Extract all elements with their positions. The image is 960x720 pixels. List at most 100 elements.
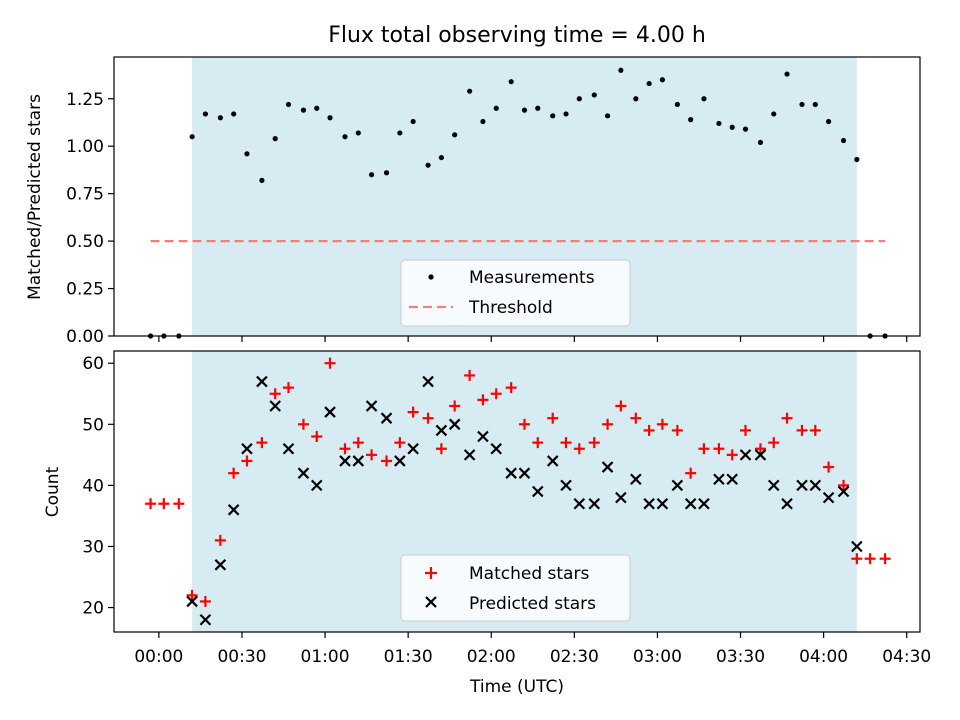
predicted-star-point bbox=[297, 467, 310, 479]
top-panel: 0.00 0.25 0.50 0.75 1.00 1.25 Matched/Predict… bbox=[25, 56, 921, 347]
matched-star-point bbox=[352, 437, 364, 449]
predicted-star-point bbox=[339, 455, 351, 467]
y-tick-label: 60 bbox=[82, 354, 104, 374]
predicted-star-point bbox=[671, 479, 684, 492]
x-tick-label: 01:00 bbox=[301, 647, 350, 667]
measurement-point bbox=[563, 111, 569, 117]
measurement-point bbox=[272, 136, 278, 142]
predicted-star-point bbox=[754, 449, 767, 461]
top-y-ticks: 0.00 0.25 0.50 0.75 1.00 1.25 bbox=[66, 90, 114, 347]
matched-star-point bbox=[643, 424, 655, 436]
y-tick-label: 0.50 bbox=[66, 232, 104, 252]
predicted-star-point bbox=[713, 473, 725, 486]
predicted-star-point bbox=[477, 430, 489, 443]
matched-star-point bbox=[879, 553, 891, 565]
predicted-star-point bbox=[310, 479, 323, 492]
measurement-point bbox=[550, 113, 556, 119]
measurement-point bbox=[604, 113, 611, 119]
matched-star-point bbox=[241, 455, 253, 467]
legend-predicted-marker bbox=[425, 596, 437, 608]
top-legend: Measurements Threshold bbox=[400, 259, 631, 327]
legend-predicted-label: Predicted stars bbox=[469, 594, 596, 614]
bottom-y-axis-label: Count bbox=[43, 466, 63, 517]
measurement-point bbox=[812, 101, 818, 108]
matched-star-point bbox=[269, 388, 281, 400]
predicted-star-point bbox=[560, 479, 572, 492]
legend-threshold-label: Threshold bbox=[468, 298, 553, 318]
predicted-star-point bbox=[781, 497, 793, 510]
x-tick-label: 00:30 bbox=[217, 647, 266, 667]
matched-star-point bbox=[754, 443, 766, 455]
matched-star-point bbox=[311, 431, 323, 443]
matched-star-point bbox=[422, 412, 434, 424]
x-tick-label: 00:00 bbox=[134, 647, 183, 667]
x-tick-label: 01:30 bbox=[384, 647, 433, 667]
matched-star-point bbox=[324, 357, 336, 369]
top-axes-frame bbox=[113, 56, 921, 337]
measurement-point bbox=[327, 115, 333, 121]
matched-star-point bbox=[615, 400, 627, 412]
measurement-point bbox=[480, 118, 486, 125]
matched-star-point bbox=[282, 382, 294, 394]
predicted-star-point bbox=[394, 455, 406, 467]
predicted-star-point bbox=[448, 418, 461, 431]
measurement-point bbox=[355, 130, 361, 136]
matched-star-point bbox=[505, 382, 517, 394]
x-tick-label: 03:30 bbox=[716, 647, 765, 667]
measurement-point bbox=[452, 132, 458, 138]
predicted-star-point bbox=[630, 473, 642, 486]
matched-star-point bbox=[713, 443, 725, 455]
predicted-star-point bbox=[726, 473, 738, 486]
legend-measurements-marker bbox=[428, 274, 434, 280]
y-tick-label: 0.00 bbox=[66, 327, 104, 347]
predicted-star-point bbox=[463, 449, 476, 461]
measurement-point bbox=[618, 67, 624, 73]
legend-matched-label: Matched stars bbox=[469, 564, 589, 584]
matched-star-point bbox=[588, 437, 600, 449]
predicted-star-point bbox=[490, 442, 503, 455]
measurement-point bbox=[410, 118, 416, 125]
predicted-star-point bbox=[282, 442, 295, 455]
predicted-star-point bbox=[684, 497, 697, 510]
measurement-point bbox=[217, 115, 223, 121]
predicted-star-point bbox=[241, 442, 253, 455]
measurement-point bbox=[383, 170, 390, 176]
measurement-point bbox=[701, 96, 707, 102]
predicted-star-point bbox=[531, 485, 544, 498]
matched-star-point bbox=[407, 406, 419, 418]
predicted-star-point bbox=[518, 467, 531, 479]
x-tick-label: 04:30 bbox=[882, 647, 931, 667]
measurement-point bbox=[688, 117, 694, 123]
predicted-star-point bbox=[324, 406, 336, 418]
measurement-point bbox=[231, 111, 237, 117]
matched-star-point bbox=[186, 589, 198, 601]
matched-star-point bbox=[740, 424, 752, 436]
predicted-star-point bbox=[186, 595, 198, 608]
predicted-star-point bbox=[435, 424, 448, 437]
predicted-star-point bbox=[269, 400, 281, 412]
y-tick-label: 0.25 bbox=[66, 280, 104, 300]
matched-star-point bbox=[630, 412, 642, 424]
measurement-point bbox=[716, 120, 722, 127]
predicted-star-point bbox=[767, 479, 780, 492]
bottom-x-ticks: 00:00 00:30 01:00 01:30 02:00 02:30 03:00 03:30… bbox=[134, 632, 931, 667]
measurement-point bbox=[771, 111, 777, 117]
matched-star-point bbox=[394, 437, 406, 449]
measurement-point bbox=[189, 134, 195, 140]
matched-star-point bbox=[435, 443, 447, 455]
measurement-point bbox=[799, 101, 805, 108]
predicted-star-point bbox=[739, 449, 752, 461]
predicted-star-point bbox=[656, 497, 669, 510]
matched-star-point bbox=[823, 461, 835, 473]
measurement-point bbox=[674, 101, 680, 108]
bottom-y-ticks: 20 30 40 50 60 bbox=[82, 354, 114, 619]
predicted-star-point bbox=[352, 455, 365, 467]
matched-star-point bbox=[366, 449, 378, 461]
measurement-point bbox=[285, 101, 292, 108]
y-tick-label: 50 bbox=[82, 415, 104, 435]
matched-star-point bbox=[464, 369, 476, 381]
predicted-star-point bbox=[546, 455, 559, 467]
matched-star-point bbox=[381, 455, 393, 467]
matched-star-point bbox=[547, 412, 559, 424]
